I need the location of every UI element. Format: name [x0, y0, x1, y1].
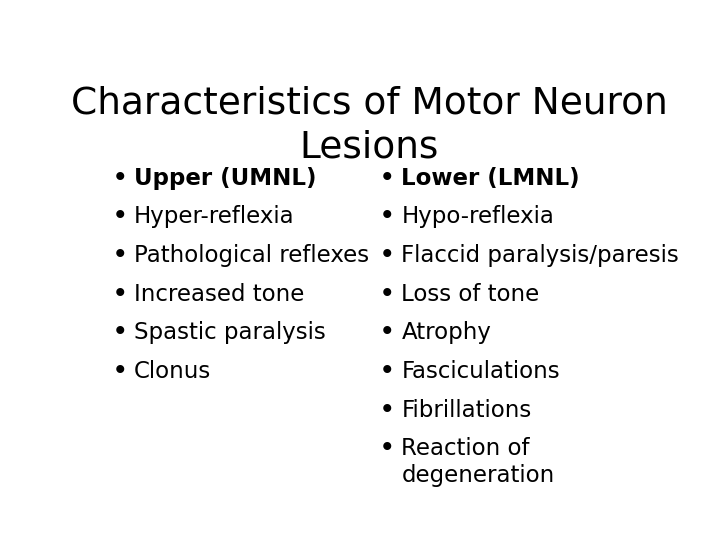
Text: •: •	[380, 437, 395, 461]
Text: Upper (UMNL): Upper (UMNL)	[133, 167, 316, 190]
Text: •: •	[112, 282, 127, 306]
Text: Flaccid paralysis/paresis: Flaccid paralysis/paresis	[401, 244, 679, 267]
Text: •: •	[112, 205, 127, 228]
Text: Hypo-reflexia: Hypo-reflexia	[401, 205, 554, 228]
Text: Spastic paralysis: Spastic paralysis	[133, 321, 325, 345]
Text: Reaction of
degeneration: Reaction of degeneration	[401, 437, 554, 487]
Text: Pathological reflexes: Pathological reflexes	[133, 244, 369, 267]
Text: •: •	[112, 167, 127, 190]
Text: •: •	[380, 167, 395, 190]
Text: Loss of tone: Loss of tone	[401, 282, 539, 306]
Text: Fasciculations: Fasciculations	[401, 360, 560, 383]
Text: Lower (LMNL): Lower (LMNL)	[401, 167, 580, 190]
Text: •: •	[112, 244, 127, 267]
Text: Atrophy: Atrophy	[401, 321, 491, 345]
Text: Increased tone: Increased tone	[133, 282, 304, 306]
Text: •: •	[380, 321, 395, 345]
Text: •: •	[112, 321, 127, 345]
Text: •: •	[380, 360, 395, 383]
Text: •: •	[380, 282, 395, 306]
Text: Fibrillations: Fibrillations	[401, 399, 531, 422]
Text: Hyper-reflexia: Hyper-reflexia	[133, 205, 294, 228]
Text: •: •	[380, 244, 395, 267]
Text: Clonus: Clonus	[133, 360, 211, 383]
Text: •: •	[112, 360, 127, 383]
Text: •: •	[380, 399, 395, 422]
Text: •: •	[380, 205, 395, 228]
Text: Characteristics of Motor Neuron
Lesions: Characteristics of Motor Neuron Lesions	[71, 85, 667, 166]
